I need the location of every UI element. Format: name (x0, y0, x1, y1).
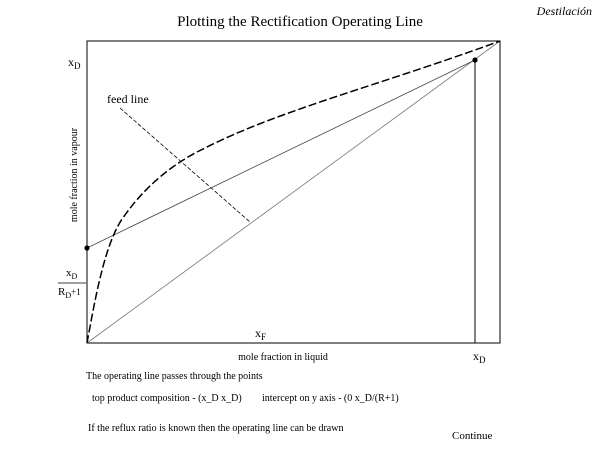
xd-bottom-subscript: D (479, 355, 486, 365)
xd-bottom-label: xD (473, 349, 486, 365)
note-line-2: top product composition - (x_D x_D) (92, 393, 242, 404)
plot-frame (86, 40, 501, 344)
xf-label: xF (255, 326, 266, 342)
intercept-num-symbol: x (66, 267, 72, 279)
intercept-denominator: RD+1 (58, 286, 81, 300)
intercept-den-tail: +1 (71, 287, 81, 297)
feed-line (119, 107, 251, 223)
y-axis-label: mole fraction in vapour (69, 127, 80, 222)
intercept-den-symbol: R (58, 286, 66, 298)
xd-subscript: D (74, 61, 81, 71)
xd-axis-label: xD (68, 55, 81, 71)
slide-title: Plotting the Rectification Operating Lin… (177, 14, 423, 30)
corner-label: Destilación (536, 4, 592, 18)
x-axis-label: mole fraction in liquid (238, 352, 328, 363)
equilibrium-curve (86, 40, 501, 344)
xf-subscript: F (261, 332, 266, 342)
xd-bottom-symbol: x (473, 349, 479, 363)
xf-symbol: x (255, 326, 261, 340)
top-product-point (472, 57, 478, 63)
note-line-4: If the reflux ratio is known then the op… (88, 423, 344, 434)
intercept-den-subscript: D (65, 291, 71, 300)
operating-line (86, 59, 476, 249)
feed-line-label: feed line (107, 92, 149, 106)
intercept-numerator: xD (66, 267, 78, 281)
note-line-1: The operating line passes through the po… (86, 371, 263, 382)
note-line-3: intercept on y axis - (0 x_D/(R+1) (262, 393, 399, 404)
xd-symbol: x (68, 55, 74, 69)
intercept-num-subscript: D (72, 272, 78, 281)
continue-button[interactable]: Continue (452, 430, 493, 442)
diagonal-line (86, 40, 501, 344)
intercept-point (84, 245, 90, 251)
